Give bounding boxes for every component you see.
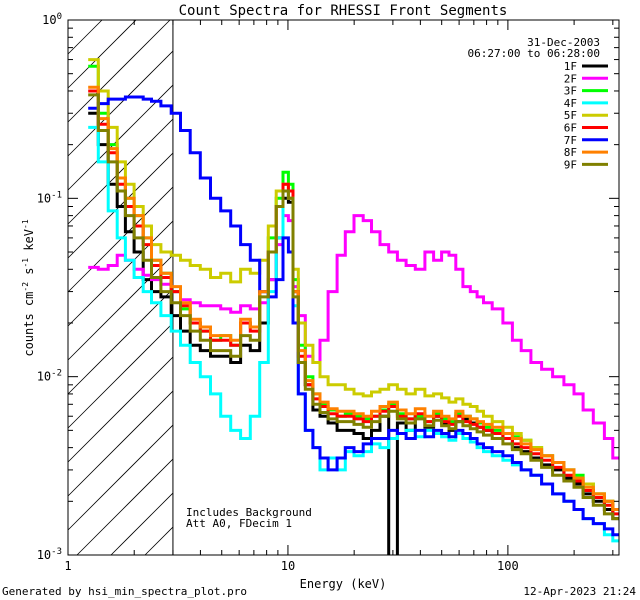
hatch-line bbox=[67, 50, 174, 157]
hatch-line bbox=[67, 220, 174, 327]
hatch-line bbox=[67, 19, 137, 89]
y-axis-label-base: counts cm bbox=[22, 292, 36, 357]
legend-label-8F: 8F bbox=[564, 146, 577, 159]
legend-label-5F: 5F bbox=[564, 109, 577, 122]
y-axis-label-exp3: -1 bbox=[21, 219, 30, 229]
y-tick-label: 100 bbox=[42, 12, 62, 27]
series-8F-line bbox=[88, 85, 619, 511]
hatch-line bbox=[67, 186, 174, 293]
hatch-line bbox=[67, 118, 174, 225]
series-layer bbox=[88, 58, 619, 555]
series-1F-line bbox=[88, 111, 619, 555]
series-5F-line bbox=[88, 58, 619, 511]
legend-label-2F: 2F bbox=[564, 72, 577, 85]
legend-label-4F: 4F bbox=[564, 97, 577, 110]
chart-title: Count Spectra for RHESSI Front Segments bbox=[179, 3, 508, 19]
x-axis-label: Energy (keV) bbox=[300, 577, 387, 591]
y-axis-label-mid2: keV bbox=[22, 229, 36, 258]
series-3F-line bbox=[88, 64, 619, 511]
y-axis-label-mid: s bbox=[22, 268, 36, 282]
time-range-label: 06:27:00 to 06:28:00 bbox=[468, 47, 600, 60]
legend-label-9F: 9F bbox=[564, 158, 577, 171]
plot-frame bbox=[67, 19, 620, 556]
hatch-line bbox=[67, 254, 174, 361]
x-tick-label: 1 bbox=[64, 559, 71, 573]
hatch-line bbox=[110, 492, 174, 556]
hatch-line bbox=[67, 288, 174, 395]
y-tick-label: 10-3 bbox=[37, 547, 62, 562]
legend-label-3F: 3F bbox=[564, 85, 577, 98]
hatched-region bbox=[67, 19, 174, 556]
x-tick-label: 10 bbox=[281, 559, 295, 573]
hatch-line bbox=[67, 424, 174, 531]
footer-generated-by: Generated by hsi_min_spectra_plot.pro bbox=[2, 585, 247, 598]
y-axis-label-exp1: -2 bbox=[21, 282, 30, 292]
legend-label-1F: 1F bbox=[564, 60, 577, 73]
hatch-line bbox=[144, 526, 174, 556]
series-9F-line bbox=[88, 93, 619, 521]
annotation-attenuator: Att A0, FDecim 1 bbox=[186, 517, 292, 530]
footer-timestamp: 12-Apr-2023 21:24 bbox=[523, 585, 636, 598]
axis-ticks: 1 10 100 100 10-1 10-2 10-3 bbox=[37, 12, 619, 573]
hatch-line bbox=[67, 356, 174, 463]
legend-label-7F: 7F bbox=[564, 134, 577, 147]
hatch-line bbox=[67, 390, 174, 497]
legend-label-6F: 6F bbox=[564, 122, 577, 135]
date-label: 31-Dec-2003 bbox=[527, 36, 600, 49]
series-7F-line bbox=[88, 95, 619, 537]
y-axis-label-exp2: -1 bbox=[21, 258, 30, 268]
x-tick-label: 100 bbox=[497, 559, 519, 573]
hatch-line bbox=[67, 19, 103, 55]
y-tick-label: 10-1 bbox=[37, 190, 62, 205]
y-tick-label: 10-2 bbox=[37, 369, 62, 384]
hatch-line bbox=[67, 322, 174, 429]
annotation-background: Includes Background bbox=[186, 506, 312, 519]
hatch-line bbox=[67, 19, 171, 123]
y-axis-label: counts cm-2 s-1 keV-1 bbox=[21, 219, 36, 356]
hatch-line bbox=[76, 458, 174, 556]
